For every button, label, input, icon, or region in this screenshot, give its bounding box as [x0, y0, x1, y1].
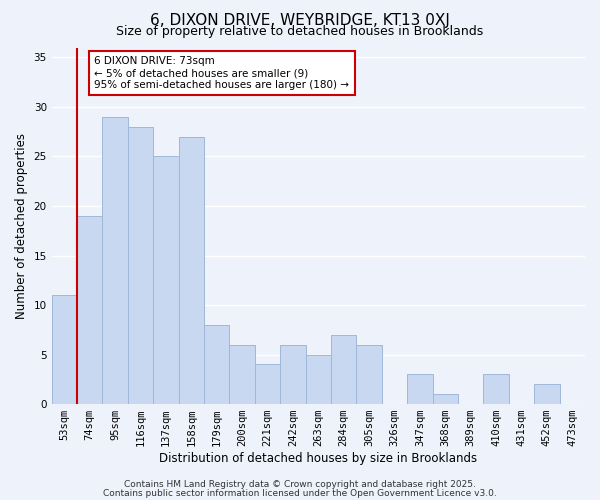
Bar [204, 325, 229, 404]
Bar [356, 344, 382, 404]
Bar [52, 295, 77, 404]
Bar [433, 394, 458, 404]
Bar [331, 334, 356, 404]
Bar [255, 364, 280, 404]
Bar [229, 344, 255, 404]
Text: 6 DIXON DRIVE: 73sqm
← 5% of detached houses are smaller (9)
95% of semi-detache: 6 DIXON DRIVE: 73sqm ← 5% of detached ho… [94, 56, 349, 90]
Bar [484, 374, 509, 404]
Y-axis label: Number of detached properties: Number of detached properties [15, 133, 28, 319]
Bar [128, 126, 153, 404]
Bar [77, 216, 103, 404]
Bar [103, 117, 128, 404]
Text: Size of property relative to detached houses in Brooklands: Size of property relative to detached ho… [116, 25, 484, 38]
Text: Contains public sector information licensed under the Open Government Licence v3: Contains public sector information licen… [103, 488, 497, 498]
Text: Contains HM Land Registry data © Crown copyright and database right 2025.: Contains HM Land Registry data © Crown c… [124, 480, 476, 489]
Bar [407, 374, 433, 404]
Bar [305, 354, 331, 404]
Bar [179, 136, 204, 404]
Bar [534, 384, 560, 404]
Bar [280, 344, 305, 404]
Text: 6, DIXON DRIVE, WEYBRIDGE, KT13 0XJ: 6, DIXON DRIVE, WEYBRIDGE, KT13 0XJ [150, 12, 450, 28]
Bar [153, 156, 179, 404]
X-axis label: Distribution of detached houses by size in Brooklands: Distribution of detached houses by size … [159, 452, 478, 465]
